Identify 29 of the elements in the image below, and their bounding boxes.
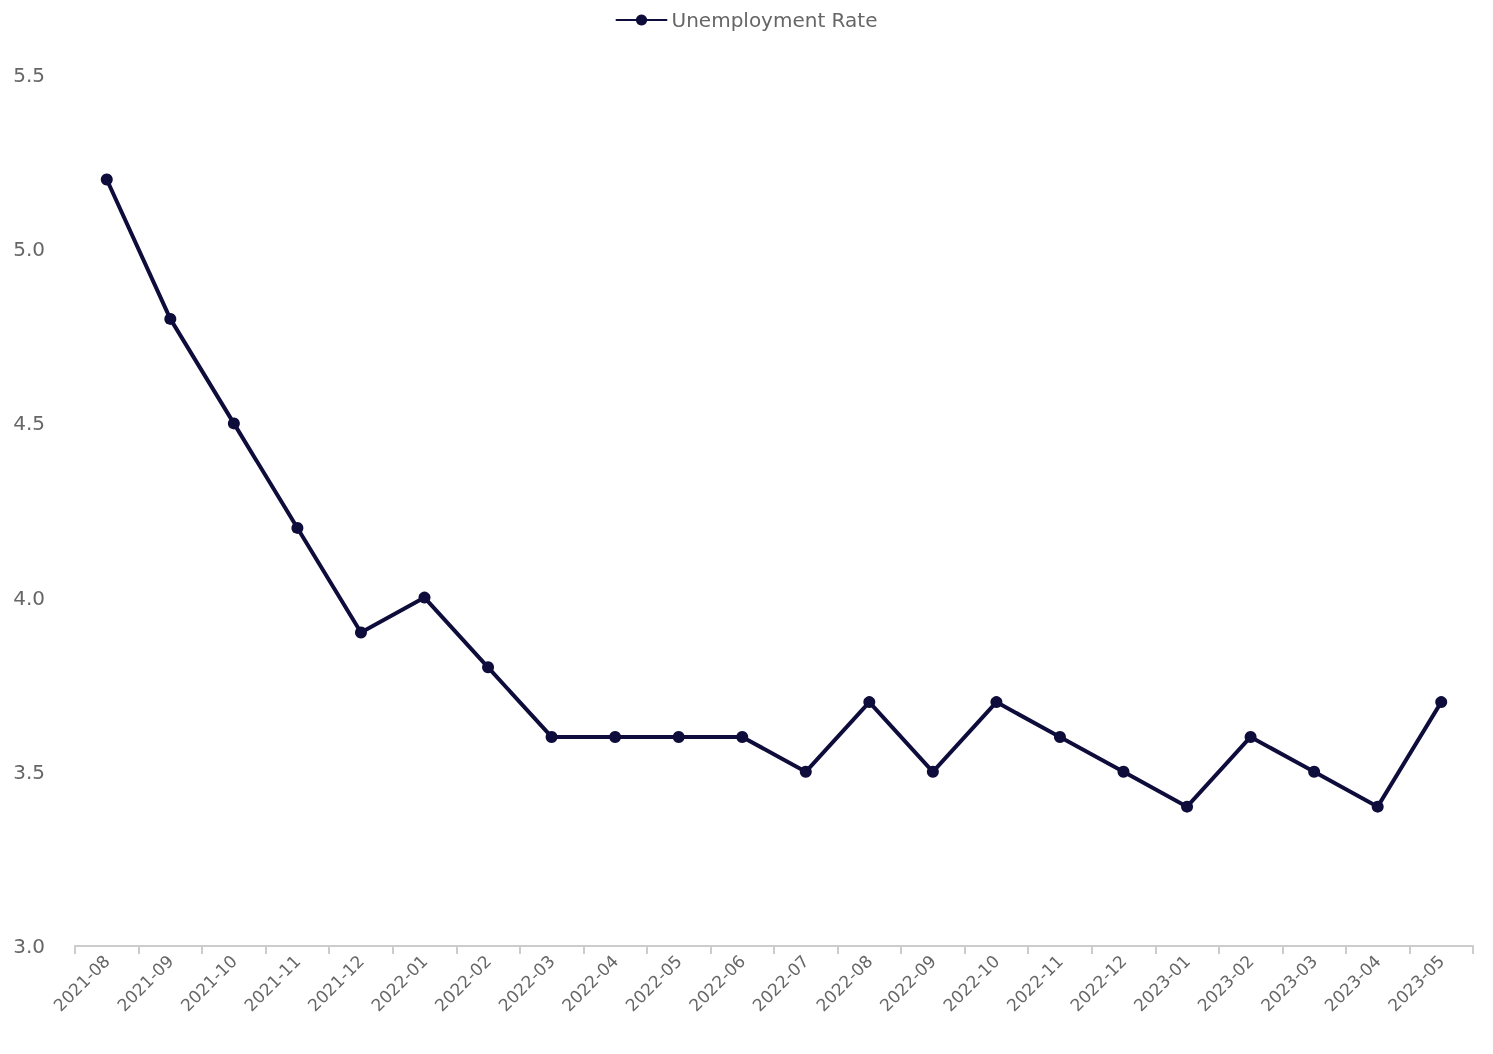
point (1308, 765, 1321, 778)
y-tick-label: 5.0 (13, 237, 45, 262)
point (1371, 800, 1384, 813)
point (736, 730, 749, 743)
y-tick-label: 4.5 (13, 411, 45, 436)
point (482, 661, 495, 674)
point (990, 696, 1003, 709)
point (354, 626, 367, 639)
point (1435, 696, 1448, 709)
point (863, 696, 876, 709)
point (609, 730, 622, 743)
y-tick-label: 3.0 (13, 934, 45, 958)
point (164, 312, 177, 325)
point (1181, 800, 1194, 813)
y-tick-label: 5.5 (13, 63, 45, 87)
y-tick-label: 4.0 (13, 585, 45, 610)
point (291, 521, 304, 534)
point (799, 765, 812, 778)
point (545, 730, 558, 743)
point (227, 417, 240, 430)
point (1117, 765, 1130, 778)
point (418, 591, 431, 604)
point (926, 765, 939, 778)
y-tick-label: 3.5 (13, 759, 45, 784)
point (100, 173, 113, 186)
point (1244, 730, 1257, 743)
point (672, 730, 685, 743)
point (1053, 730, 1066, 743)
legend-label: Unemployment Rate (671, 8, 878, 32)
